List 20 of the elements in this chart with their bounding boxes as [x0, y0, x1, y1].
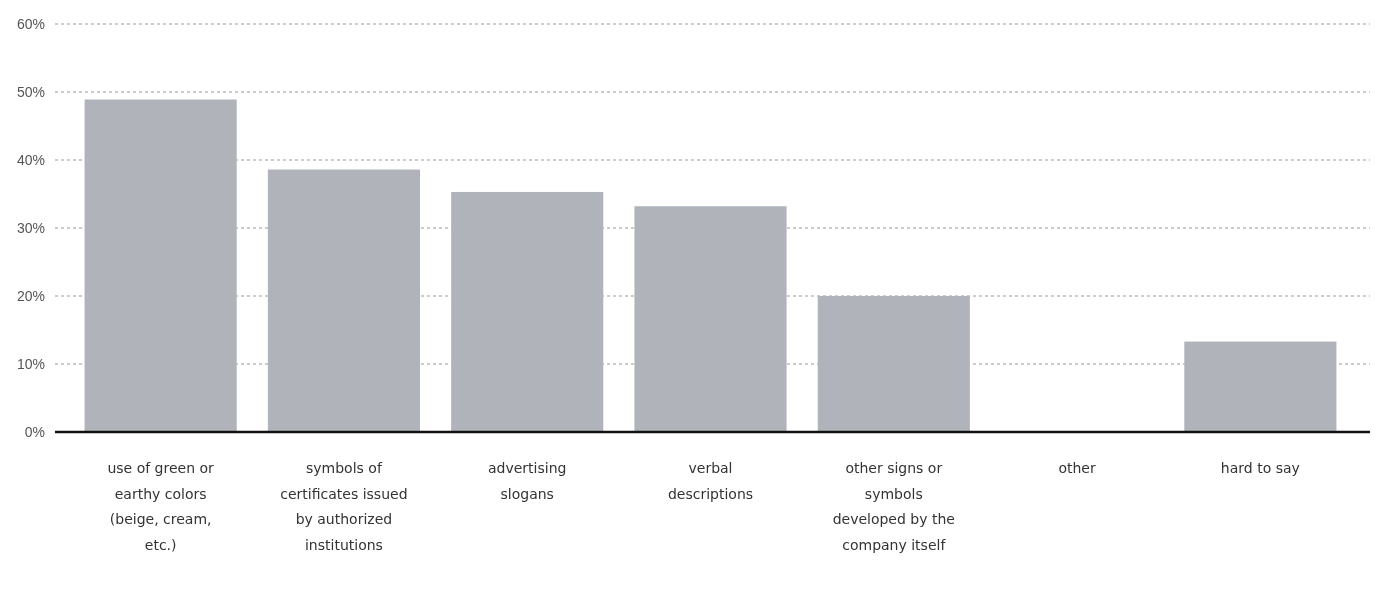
- bar: [84, 99, 237, 432]
- y-tick-label: 10%: [16, 355, 45, 372]
- y-tick-label: 0%: [24, 423, 45, 440]
- x-tick-label: other: [1058, 460, 1096, 476]
- y-tick-label: 50%: [16, 83, 45, 100]
- bar: [817, 296, 970, 432]
- y-tick-label: 30%: [16, 219, 45, 236]
- y-tick-label: 20%: [16, 287, 45, 304]
- x-tick-label: hard to say: [1220, 460, 1300, 476]
- x-tick-label: use of green or earthy colors (beige, cream, etc.): [107, 460, 215, 553]
- x-tick-label: symbols of certificates issued by authorized institutions: [280, 460, 408, 553]
- y-tick-label: 40%: [16, 151, 45, 168]
- x-tick-label: advertising slogans: [487, 460, 567, 502]
- x-tick-label: verbal descriptions: [667, 460, 754, 502]
- bar: [634, 206, 787, 432]
- bar: [267, 169, 420, 432]
- bar: [451, 191, 604, 432]
- x-tick-label: other signs or symbols developed by the company itself: [832, 460, 955, 553]
- y-tick-label: 60%: [16, 15, 45, 32]
- bar: [1184, 341, 1337, 432]
